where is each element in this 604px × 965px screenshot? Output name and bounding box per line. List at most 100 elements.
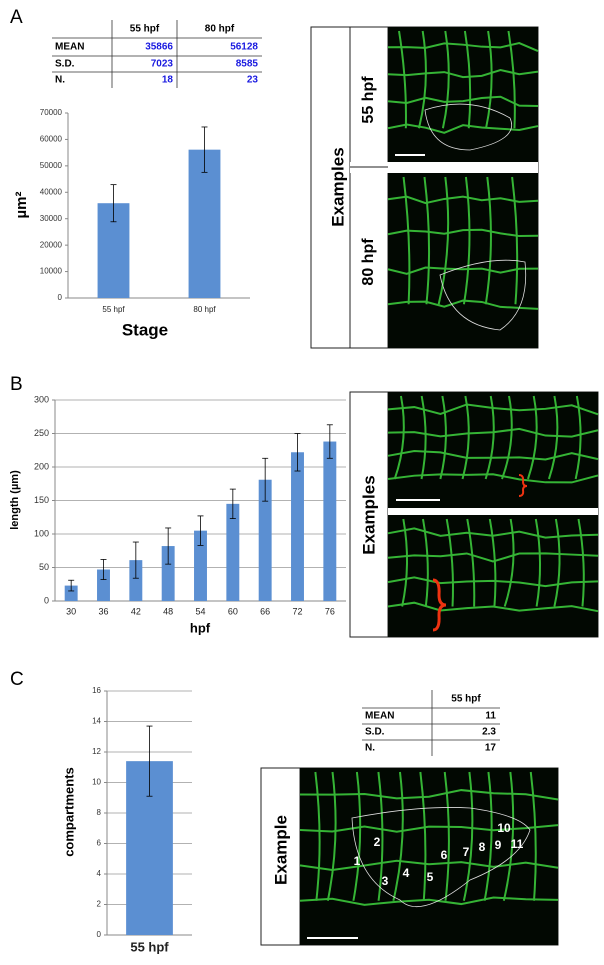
- y-tick-label: 0: [97, 930, 102, 939]
- error-bar: [100, 559, 107, 580]
- bracket: [518, 474, 528, 497]
- compartment-number: 7: [463, 845, 470, 859]
- vessel: [420, 395, 427, 480]
- compartment-number: 2: [374, 835, 381, 849]
- x-tick-label: 72: [292, 606, 302, 616]
- microscopy-image: [388, 27, 538, 162]
- error-bar: [201, 126, 208, 173]
- y-tick-label: 20000: [40, 240, 63, 249]
- vessel: [527, 395, 538, 480]
- error-bar: [262, 457, 269, 502]
- outline: [424, 103, 512, 151]
- table-row-label: S.D.: [55, 59, 75, 70]
- vessel: [387, 576, 599, 588]
- vessel-texture: [387, 395, 599, 484]
- y-tick-label: 30000: [40, 214, 63, 223]
- image-label: 55 hpf: [360, 76, 377, 124]
- vessel: [398, 30, 407, 129]
- vessel: [466, 518, 476, 607]
- y-tick-label: 2: [97, 900, 102, 909]
- table-cell: 17: [485, 743, 497, 754]
- error-bar: [132, 541, 139, 579]
- y-tick-label: 250: [34, 428, 49, 438]
- image-title: Examples: [328, 147, 347, 226]
- y-axis-title: µm²: [13, 192, 30, 219]
- vessel: [443, 771, 450, 901]
- vessel: [392, 771, 404, 901]
- y-tick-label: 10000: [40, 267, 63, 276]
- y-tick-label: 300: [34, 394, 49, 404]
- table-row-label: S.D.: [365, 727, 385, 738]
- compartment-number: 6: [441, 848, 448, 862]
- image-title: Examples: [359, 475, 378, 554]
- table-header: 55 hpf: [130, 24, 160, 35]
- table-header: 80 hpf: [205, 24, 235, 35]
- outline: [439, 259, 527, 331]
- error-bar: [68, 579, 75, 592]
- vessel: [401, 518, 409, 607]
- vessel: [387, 228, 539, 238]
- vessel-texture: [387, 176, 539, 310]
- table-cell: 35866: [145, 42, 173, 53]
- x-tick-label: 36: [98, 606, 108, 616]
- bar: [194, 530, 207, 601]
- compartment-number: 9: [495, 838, 502, 852]
- vessel: [387, 299, 539, 310]
- vessel: [439, 395, 447, 480]
- x-tick-label: 55 hpf: [130, 939, 169, 954]
- table-cell: 7023: [151, 59, 174, 70]
- x-axis-title: hpf: [190, 620, 211, 635]
- vessel: [462, 771, 474, 901]
- vessel: [352, 771, 362, 901]
- vessel: [511, 176, 519, 305]
- bar: [258, 479, 272, 601]
- error-bar: [294, 433, 301, 472]
- vessel: [441, 30, 450, 129]
- outline: [351, 807, 531, 907]
- y-tick-label: 8: [97, 808, 102, 817]
- y-tick-label: 60000: [40, 135, 63, 144]
- y-tick-label: 0: [44, 595, 49, 605]
- vessel: [387, 41, 539, 52]
- vessel: [417, 30, 427, 129]
- vessel: [299, 824, 559, 833]
- vessel: [387, 552, 599, 563]
- table-cell: 8585: [236, 59, 259, 70]
- bracket: [432, 578, 447, 632]
- x-axis-title: Stage: [122, 320, 168, 339]
- table-row-label: MEAN: [55, 42, 84, 53]
- vessel: [299, 859, 559, 871]
- table-row-label: N.: [55, 75, 65, 86]
- y-axis-title: length (µm): [9, 470, 21, 530]
- y-tick-label: 40000: [40, 187, 63, 196]
- vessel: [445, 518, 455, 607]
- x-tick-label: 60: [228, 606, 238, 616]
- compartment-number: 3: [382, 874, 389, 888]
- y-tick-label: 14: [92, 717, 101, 726]
- y-tick-label: 150: [34, 495, 49, 505]
- y-tick-label: 200: [34, 461, 49, 471]
- error-bar: [197, 515, 204, 546]
- vessel: [577, 518, 585, 607]
- bar: [64, 585, 78, 601]
- vessel: [463, 30, 472, 129]
- vessel: [422, 518, 429, 607]
- y-tick-label: 70000: [40, 108, 63, 117]
- error-bar: [326, 424, 333, 459]
- vessel-texture: [387, 30, 539, 134]
- vessel: [529, 771, 537, 901]
- compartment-number: 10: [497, 821, 511, 835]
- panel-label: C: [10, 669, 24, 690]
- vessel: [387, 195, 539, 205]
- panel-label: A: [10, 7, 23, 28]
- vessel: [574, 395, 582, 480]
- vessel: [423, 176, 431, 305]
- error-bar: [110, 184, 117, 223]
- image-title: Example: [271, 815, 290, 885]
- bar: [188, 149, 221, 298]
- x-tick-label: 54: [195, 606, 205, 616]
- error-bar: [229, 488, 236, 519]
- compartment-number: 8: [479, 840, 486, 854]
- panel-label: B: [10, 374, 23, 395]
- vessel: [299, 896, 559, 906]
